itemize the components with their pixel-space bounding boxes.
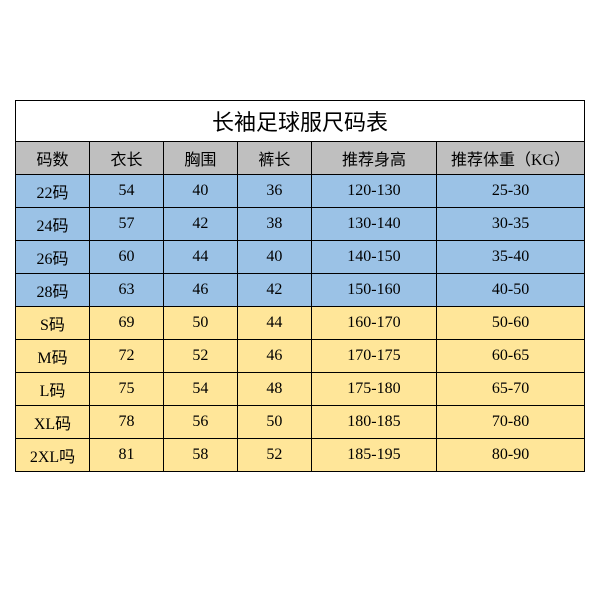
table-row: 2XL吗815852185-19580-90 bbox=[16, 439, 585, 472]
table-cell: 50 bbox=[163, 307, 237, 340]
table-cell: 26码 bbox=[16, 241, 90, 274]
table-cell: 75 bbox=[89, 373, 163, 406]
table-row: 24码574238130-14030-35 bbox=[16, 208, 585, 241]
size-chart-container: 长袖足球服尺码表 码数 衣长 胸围 裤长 推荐身高 推荐体重（KG） 22码54… bbox=[15, 100, 585, 472]
table-row: 22码544036120-13025-30 bbox=[16, 175, 585, 208]
table-cell: 60 bbox=[89, 241, 163, 274]
size-chart-table: 长袖足球服尺码表 码数 衣长 胸围 裤长 推荐身高 推荐体重（KG） 22码54… bbox=[15, 100, 585, 472]
table-row: M码725246170-17560-65 bbox=[16, 340, 585, 373]
table-cell: 40-50 bbox=[437, 274, 585, 307]
table-cell: 22码 bbox=[16, 175, 90, 208]
table-title-row: 长袖足球服尺码表 bbox=[16, 101, 585, 142]
table-cell: 70-80 bbox=[437, 406, 585, 439]
table-cell: L码 bbox=[16, 373, 90, 406]
table-body: 22码544036120-13025-3024码574238130-14030-… bbox=[16, 175, 585, 472]
table-row: S码695044160-17050-60 bbox=[16, 307, 585, 340]
table-cell: S码 bbox=[16, 307, 90, 340]
table-cell: 40 bbox=[163, 175, 237, 208]
table-row: 26码604440140-15035-40 bbox=[16, 241, 585, 274]
table-cell: 80-90 bbox=[437, 439, 585, 472]
table-header-row: 码数 衣长 胸围 裤长 推荐身高 推荐体重（KG） bbox=[16, 142, 585, 175]
table-cell: 40 bbox=[237, 241, 311, 274]
table-cell: 46 bbox=[163, 274, 237, 307]
table-cell: 78 bbox=[89, 406, 163, 439]
table-cell: 150-160 bbox=[311, 274, 436, 307]
table-cell: 185-195 bbox=[311, 439, 436, 472]
table-cell: 56 bbox=[163, 406, 237, 439]
table-cell: M码 bbox=[16, 340, 90, 373]
col-header: 推荐体重（KG） bbox=[437, 142, 585, 175]
table-cell: 35-40 bbox=[437, 241, 585, 274]
table-cell: 42 bbox=[163, 208, 237, 241]
col-header: 衣长 bbox=[89, 142, 163, 175]
table-row: L码755448175-18065-70 bbox=[16, 373, 585, 406]
table-cell: 180-185 bbox=[311, 406, 436, 439]
table-cell: 28码 bbox=[16, 274, 90, 307]
table-cell: 69 bbox=[89, 307, 163, 340]
table-cell: 25-30 bbox=[437, 175, 585, 208]
table-cell: 52 bbox=[163, 340, 237, 373]
table-cell: 54 bbox=[89, 175, 163, 208]
table-cell: 46 bbox=[237, 340, 311, 373]
table-cell: 130-140 bbox=[311, 208, 436, 241]
table-cell: 30-35 bbox=[437, 208, 585, 241]
col-header: 裤长 bbox=[237, 142, 311, 175]
table-title: 长袖足球服尺码表 bbox=[16, 101, 585, 142]
table-row: XL码785650180-18570-80 bbox=[16, 406, 585, 439]
col-header: 码数 bbox=[16, 142, 90, 175]
table-cell: 120-130 bbox=[311, 175, 436, 208]
table-cell: 72 bbox=[89, 340, 163, 373]
col-header: 胸围 bbox=[163, 142, 237, 175]
table-cell: 36 bbox=[237, 175, 311, 208]
table-cell: 60-65 bbox=[437, 340, 585, 373]
table-cell: 48 bbox=[237, 373, 311, 406]
table-cell: 170-175 bbox=[311, 340, 436, 373]
table-cell: 2XL吗 bbox=[16, 439, 90, 472]
table-cell: 50 bbox=[237, 406, 311, 439]
col-header: 推荐身高 bbox=[311, 142, 436, 175]
table-cell: 42 bbox=[237, 274, 311, 307]
table-cell: 81 bbox=[89, 439, 163, 472]
table-cell: 175-180 bbox=[311, 373, 436, 406]
table-cell: 54 bbox=[163, 373, 237, 406]
table-row: 28码634642150-16040-50 bbox=[16, 274, 585, 307]
table-cell: 140-150 bbox=[311, 241, 436, 274]
table-cell: 58 bbox=[163, 439, 237, 472]
table-cell: 63 bbox=[89, 274, 163, 307]
table-cell: 44 bbox=[237, 307, 311, 340]
table-cell: 57 bbox=[89, 208, 163, 241]
table-cell: 38 bbox=[237, 208, 311, 241]
table-cell: 50-60 bbox=[437, 307, 585, 340]
table-cell: 52 bbox=[237, 439, 311, 472]
table-cell: 44 bbox=[163, 241, 237, 274]
table-cell: XL码 bbox=[16, 406, 90, 439]
table-cell: 65-70 bbox=[437, 373, 585, 406]
table-cell: 160-170 bbox=[311, 307, 436, 340]
table-cell: 24码 bbox=[16, 208, 90, 241]
